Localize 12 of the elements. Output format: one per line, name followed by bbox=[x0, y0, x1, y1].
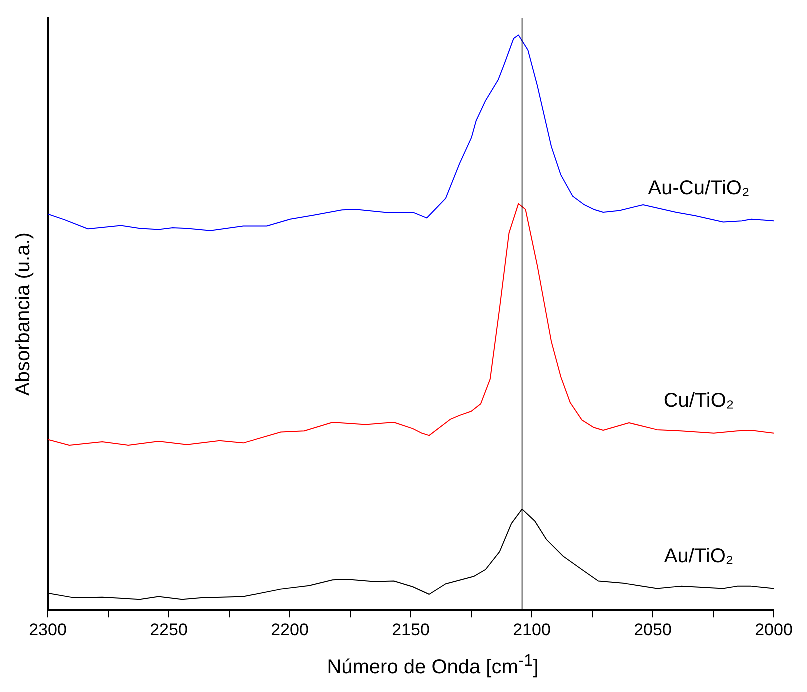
x-tick-label: 2150 bbox=[392, 620, 430, 640]
y-axis-title: Absorbancia (u.a.) bbox=[12, 232, 35, 396]
x-tick-label: 2100 bbox=[513, 620, 551, 640]
x-tick-label: 2300 bbox=[29, 620, 67, 640]
x-axis-title: Número de Onda [cm$^{-1}$] bbox=[326, 651, 540, 680]
series-label: Cu/TiO₂ bbox=[664, 390, 734, 412]
series-label: Au-Cu/TiO₂ bbox=[648, 178, 750, 200]
series-label: Au/TiO₂ bbox=[664, 545, 734, 568]
x-tick-label: 2050 bbox=[634, 620, 672, 640]
x-tick-label: 2200 bbox=[271, 620, 309, 640]
x-tick-label: 2000 bbox=[755, 620, 793, 640]
x-tick-label: 2250 bbox=[150, 620, 188, 640]
